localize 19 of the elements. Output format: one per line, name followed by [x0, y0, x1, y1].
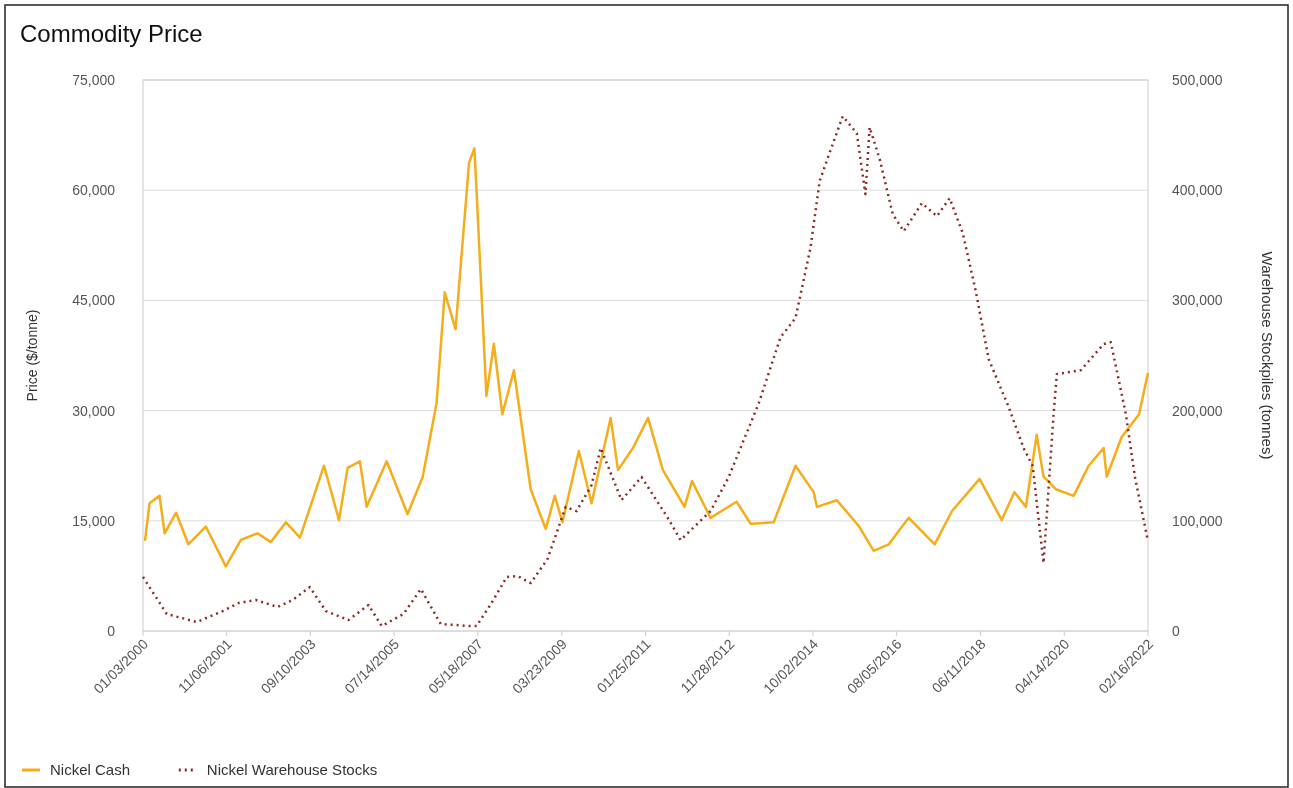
y2-axis-title: Warehouse Stockpiles (tonnes) — [1259, 251, 1276, 460]
y2-tick-label: 100,000 — [1172, 512, 1223, 529]
y-tick-label: 0 — [107, 623, 116, 639]
line-series — [143, 147, 1149, 568]
y-axis-title: Price ($/tonne) — [24, 309, 40, 402]
y2-tick-label: 200,000 — [1172, 402, 1223, 419]
y-tick-label: 30,000 — [72, 402, 116, 419]
legend-label: Nickel Warehouse Stocks — [206, 761, 378, 778]
y2-tick-label: 0 — [1172, 623, 1180, 639]
y-tick-label: 45,000 — [72, 292, 116, 309]
legend-label: Nickel Cash — [50, 761, 131, 778]
line-series — [141, 115, 1149, 628]
y-tick-label: 15,000 — [72, 512, 116, 529]
chart-title: Commodity Price — [20, 20, 203, 47]
y2-tick-label: 500,000 — [1172, 72, 1223, 88]
y-tick-label: 60,000 — [72, 182, 116, 199]
y2-tick-label: 300,000 — [1172, 292, 1223, 309]
y2-tick-label: 400,000 — [1172, 182, 1223, 199]
y-tick-label: 75,000 — [72, 72, 116, 88]
